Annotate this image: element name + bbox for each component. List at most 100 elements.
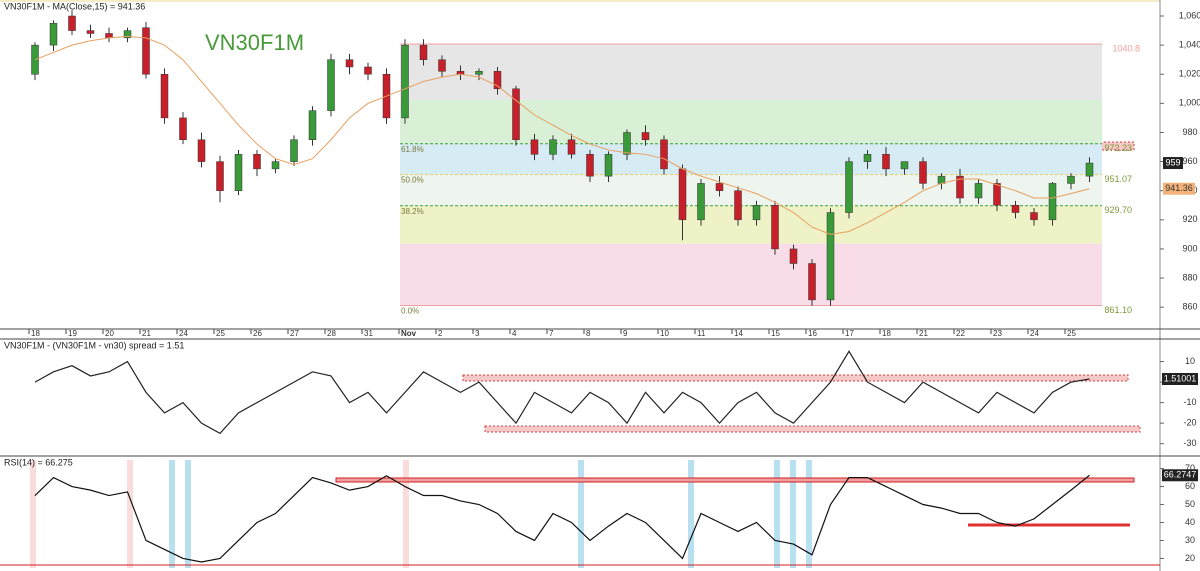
candle-body xyxy=(419,44,428,60)
highlight xyxy=(578,460,584,568)
spread-lower-zone xyxy=(484,425,1141,433)
candle-body xyxy=(660,139,668,170)
candle-body xyxy=(290,139,298,162)
x-tick-label: 16 xyxy=(808,329,817,338)
ma-last-label: 941.36 xyxy=(1165,183,1193,193)
x-tick-label: 3 xyxy=(475,329,480,338)
candle-body xyxy=(549,139,557,155)
y-tick-label: 50 xyxy=(1185,499,1195,509)
highlight xyxy=(127,460,133,568)
fib-value-label: 951.07 xyxy=(1104,174,1132,184)
fib-value-label: 861.10 xyxy=(1104,305,1132,315)
x-tick-label: 20 xyxy=(105,329,114,338)
candle-body xyxy=(1085,162,1094,177)
last-price-label: 959 xyxy=(1165,157,1180,167)
y-tick-label: 20 xyxy=(1185,553,1195,563)
fib-band xyxy=(400,99,1102,144)
y-tick-label: 10 xyxy=(1185,356,1195,366)
candle-body xyxy=(974,183,983,199)
y-tick-label: 1,000 xyxy=(1179,98,1200,108)
fib-value-label: 929.70 xyxy=(1104,205,1132,215)
x-tick-label: 21 xyxy=(919,329,928,338)
highlight xyxy=(403,460,409,568)
watermark: VN30F1M xyxy=(205,30,304,55)
x-tick-label: 22 xyxy=(956,329,965,338)
candle-body xyxy=(1067,175,1075,184)
candle-body xyxy=(567,139,576,155)
x-tick-label: 7 xyxy=(549,329,554,338)
spread-upper-zone xyxy=(462,374,1129,382)
fib-band xyxy=(400,205,1102,244)
y-tick-label: 920 xyxy=(1182,214,1197,224)
rsi-resistance xyxy=(335,477,1135,483)
x-tick-label: 26 xyxy=(253,329,262,338)
candle-body xyxy=(826,212,835,301)
x-tick-label: 11 xyxy=(697,329,706,338)
y-tick-label: 70 xyxy=(1185,463,1195,473)
fib-ratio-label: 61.8% xyxy=(401,145,424,154)
candle-body xyxy=(438,59,446,72)
fib-ratio-label: 38.2% xyxy=(401,207,424,216)
y-tick-label: 40 xyxy=(1185,517,1195,527)
x-tick-label: Nov xyxy=(401,329,417,338)
y-tick-label: 60 xyxy=(1185,481,1195,491)
highlight xyxy=(790,460,796,568)
candle-body xyxy=(364,66,372,75)
x-tick-label: 27 xyxy=(290,329,299,338)
highlight xyxy=(688,460,694,568)
candle-body xyxy=(882,154,890,170)
candle-body xyxy=(493,71,502,90)
x-tick-label: 17 xyxy=(845,329,854,338)
x-tick-label: 14 xyxy=(734,329,743,338)
candle-body xyxy=(1011,205,1020,213)
y-tick-label: 1,020 xyxy=(1179,69,1200,79)
x-tick-label: 21 xyxy=(142,329,151,338)
candle-body xyxy=(678,168,687,221)
x-tick-label: 9 xyxy=(623,329,628,338)
last-price-box xyxy=(1163,157,1183,170)
candle-body xyxy=(752,205,761,221)
y-tick-label: 900 xyxy=(1182,243,1197,253)
candle-body xyxy=(900,161,909,170)
y-tick-label: 30 xyxy=(1185,535,1195,545)
last-value-box xyxy=(1162,373,1198,386)
last-value-box xyxy=(1162,469,1198,482)
candle-body xyxy=(697,183,705,221)
y-tick-label: 860 xyxy=(1182,302,1197,312)
candle-body xyxy=(49,23,58,46)
candle-body xyxy=(475,71,483,75)
candle-body xyxy=(68,15,76,31)
y-tick-label: 980 xyxy=(1182,127,1197,137)
fib-band xyxy=(400,174,1102,206)
x-tick-label: 24 xyxy=(179,329,188,338)
highlight xyxy=(30,460,36,568)
candle-body xyxy=(863,154,872,162)
chart-title: VN30F1M - MA(Close,15) = 941.36 xyxy=(4,1,145,11)
last-value-label: 66.2747 xyxy=(1164,470,1197,480)
candle-body xyxy=(142,27,150,75)
x-tick-label: 25 xyxy=(1067,329,1076,338)
y-tick-label: 880 xyxy=(1182,272,1197,282)
x-tick-label: 15 xyxy=(771,329,780,338)
candle-body xyxy=(123,30,132,39)
candle-body xyxy=(234,154,243,191)
candle-body xyxy=(993,183,1001,206)
x-tick-label: 18 xyxy=(31,329,40,338)
y-tick-label: -20 xyxy=(1183,418,1196,428)
x-tick-label: 24 xyxy=(1030,329,1039,338)
candle-body xyxy=(623,132,631,155)
candle-body xyxy=(271,161,280,170)
candle-body xyxy=(604,154,613,177)
fib-band xyxy=(400,143,1102,175)
panel-title: RSI(14) = 66.275 xyxy=(4,457,73,467)
candle-body xyxy=(512,88,520,141)
x-tick-label: 31 xyxy=(364,329,373,338)
candle-body xyxy=(216,161,224,191)
panel-title: VN30F1M - (VN30F1M - vn30) spread = 1.51 xyxy=(4,340,184,350)
y-tick-label: 1,060 xyxy=(1179,10,1200,20)
candle-body xyxy=(789,248,798,264)
candle-body xyxy=(734,190,742,221)
indicator-line xyxy=(34,350,1090,435)
x-tick-label: 28 xyxy=(327,329,336,338)
